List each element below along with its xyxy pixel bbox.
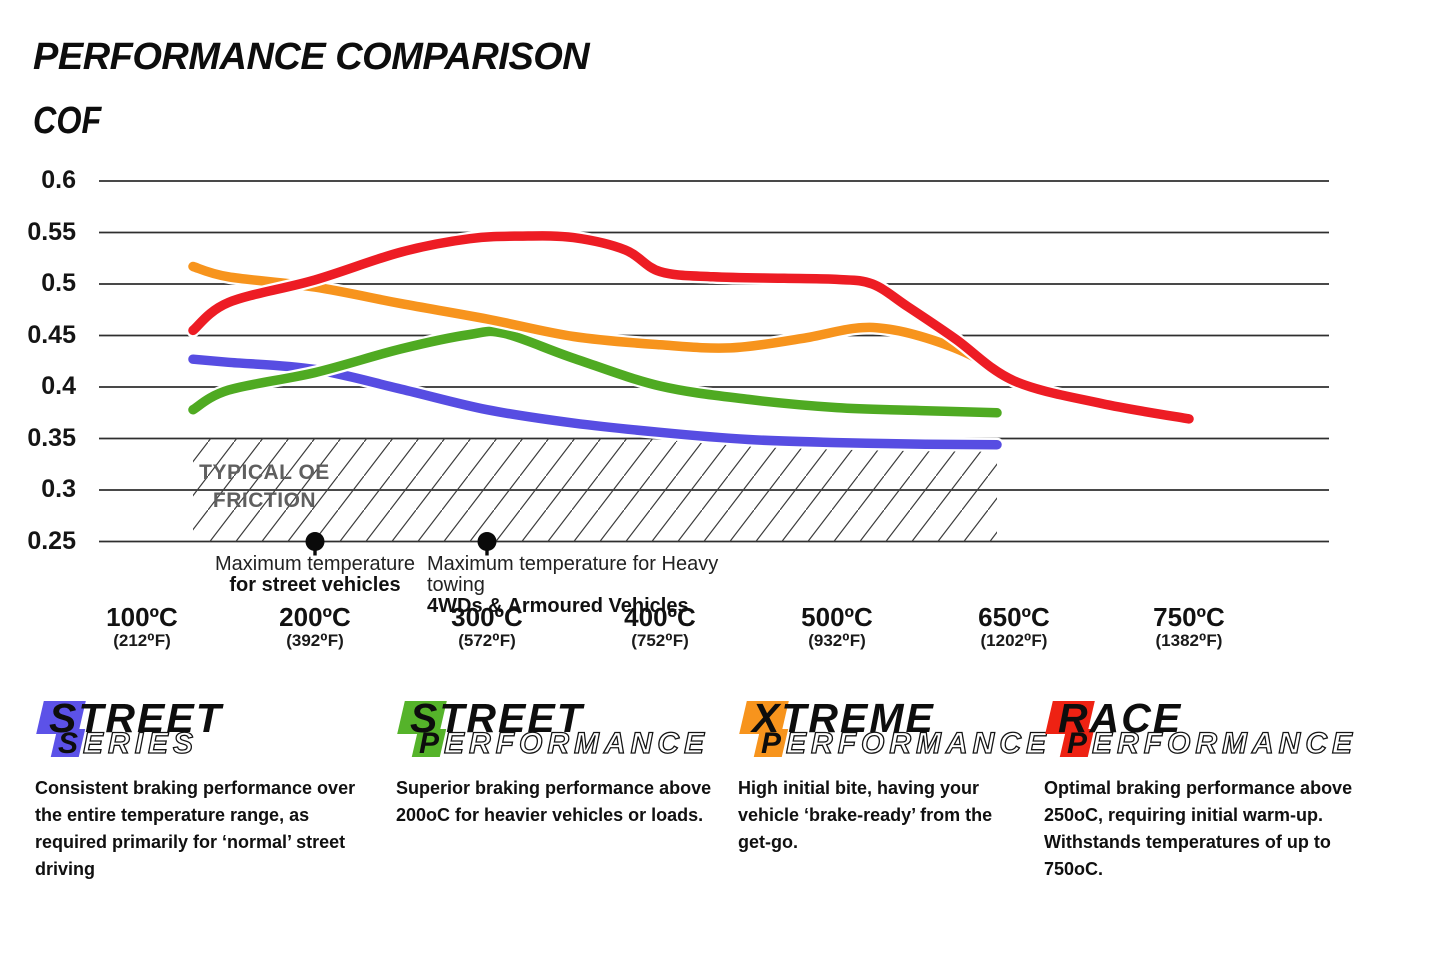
logo-race-performance: RACE PERFORMANCE [1044, 698, 1366, 768]
y-tick-label: 0.35 [27, 423, 76, 452]
marker-annotation-line1: Maximum temperature for Heavy towing [427, 553, 719, 596]
product-description: Optimal braking performance above 250oC,… [1044, 778, 1353, 879]
y-tick-label: 0.55 [27, 217, 76, 246]
logo-line2-rest: ERIES [82, 727, 199, 760]
y-tick-label: 0.45 [27, 320, 76, 349]
x-tick-fahrenheit: (1382⁰F) [1155, 631, 1223, 651]
logo-line1-first-letter: S [49, 695, 79, 741]
typical-oe-friction-label: TYPICAL OE FRICTION [172, 459, 357, 515]
page-title: PERFORMANCE COMPARISON [33, 36, 590, 78]
y-tick-label: 0.6 [41, 166, 76, 194]
x-tick: 750ºC (1382⁰F) [1094, 602, 1284, 652]
x-tick-celsius: 300ºC [451, 602, 523, 632]
y-tick-label: 0.4 [41, 372, 76, 400]
marker-annotation-line1: Maximum temperature [214, 553, 416, 575]
x-tick-fahrenheit: (572⁰F) [458, 631, 516, 651]
logo-line1-rest: TREET [78, 695, 223, 741]
legend-column-xtreme-performance: XTREME PERFORMANCE High initial bite, havi… [738, 698, 1047, 958]
y-tick-label: 0.5 [41, 269, 76, 297]
logo-xtreme-performance: XTREME PERFORMANCE [738, 698, 1047, 768]
y-tick-label: 0.25 [27, 526, 76, 555]
marker-dot [477, 532, 497, 551]
x-tick-celsius: 200ºC [279, 602, 351, 632]
logo-line2-rest: ERFORMANCE [443, 727, 710, 760]
race-performance-line [188, 231, 1194, 424]
logo-line2-first-letter: P [761, 727, 787, 760]
legend-column-street-series: STREET SERIES Consistent braking performan… [35, 698, 375, 958]
marker-annotation: Maximum temperature for street vehicles [150, 554, 480, 596]
logo-line1-first-letter: X [752, 695, 782, 741]
oe-label-line1: TYPICAL OE [199, 461, 330, 484]
x-tick-fahrenheit: (212⁰F) [113, 631, 171, 651]
legend-column-race-performance: RACE PERFORMANCE Optimal braking performan… [1044, 698, 1366, 958]
typical-oe-friction-band [193, 438, 997, 542]
oe-label-line2: FRICTION [212, 489, 317, 512]
product-description: Consistent braking performance over the … [35, 778, 356, 879]
x-tick-celsius: 650ºC [978, 602, 1050, 632]
marker-annotation-line2: 4WDs & Armoured Vehicles [427, 595, 689, 617]
x-tick: 200ºC (392⁰F) [220, 602, 410, 652]
logo-line2: PERFORMANCE [396, 727, 726, 760]
logo-street-series: STREET SERIES [35, 698, 375, 768]
legend-column-street-performance: STREET PERFORMANCE Superior braking perfor… [396, 698, 726, 958]
logo-line2: PERFORMANCE [738, 727, 1047, 760]
y-tick-label: 0.3 [41, 475, 76, 503]
logo-line1: STREET [396, 698, 726, 739]
x-tick: 300ºC (572⁰F) [392, 602, 582, 652]
logo-line1-rest: ACE [1089, 695, 1183, 741]
product-description: High initial bite, having your vehicle ‘… [738, 778, 993, 852]
x-tick-fahrenheit: (1202⁰F) [980, 631, 1048, 651]
x-tick-fahrenheit: (932⁰F) [808, 631, 866, 651]
x-tick: 500ºC (932⁰F) [742, 602, 932, 652]
logo-line1: RACE [1044, 698, 1366, 739]
logo-line1-rest: TREME [781, 695, 935, 741]
x-tick-fahrenheit: (752⁰F) [631, 631, 689, 651]
y-axis-title: COF [33, 100, 102, 142]
x-tick: 100ºC (212⁰F) [47, 602, 237, 652]
x-tick: 400ºC (752⁰F) [565, 602, 755, 652]
logo-street-performance: STREET PERFORMANCE [396, 698, 726, 768]
x-tick-celsius: 400ºC [624, 602, 696, 632]
logo-line1: XTREME [738, 698, 1030, 739]
logo-line1: STREET [35, 698, 375, 739]
logo-line2-first-letter: S [58, 727, 84, 760]
x-tick-celsius: 750ºC [1153, 602, 1225, 632]
x-tick-celsius: 500ºC [801, 602, 873, 632]
marker-dot [305, 532, 325, 551]
marker-annotation: Maximum temperature for Heavy towing 4WDs… [427, 554, 767, 617]
logo-line2-rest: ERFORMANCE [785, 727, 1052, 760]
street-performance-line [188, 326, 1002, 418]
xtreme-performance-line [188, 261, 1002, 379]
logo-line2-first-letter: P [1067, 727, 1093, 760]
x-tick-fahrenheit: (392⁰F) [286, 631, 344, 651]
x-tick-celsius: 100ºC [106, 602, 178, 632]
logo-line2-first-letter: P [419, 727, 445, 760]
logo-line1-rest: TREET [439, 695, 584, 741]
logo-line2: SERIES [35, 727, 375, 760]
logo-line2: PERFORMANCE [1044, 727, 1366, 760]
logo-line1-first-letter: S [410, 695, 440, 741]
logo-line1-first-letter: R [1058, 695, 1090, 741]
product-description: Superior braking performance above 200oC… [396, 778, 712, 825]
marker-annotation-line2: for street vehicles [229, 574, 401, 596]
logo-line2-rest: ERFORMANCE [1091, 727, 1358, 760]
street-series-line [188, 354, 1002, 450]
x-tick: 650ºC (1202⁰F) [919, 602, 1109, 652]
